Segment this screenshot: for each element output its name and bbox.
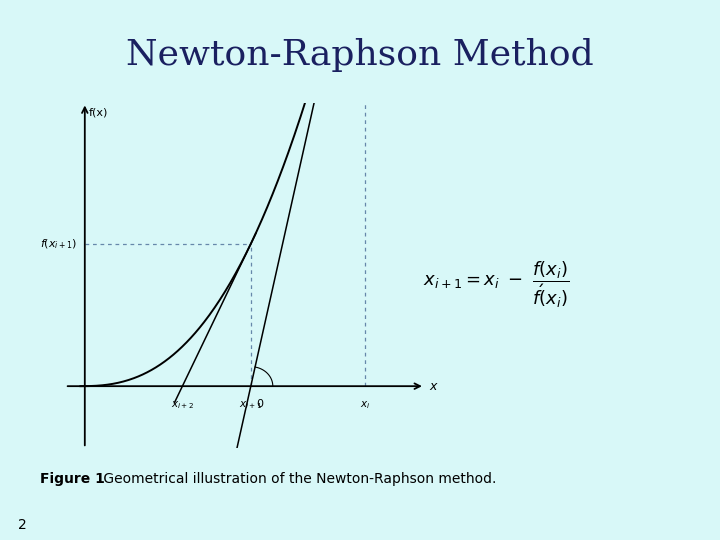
Text: Newton-Raphson Method: Newton-Raphson Method bbox=[126, 38, 594, 72]
Text: 2: 2 bbox=[18, 518, 27, 532]
Text: 0: 0 bbox=[256, 400, 263, 409]
Text: $f(x_{i+1})$: $f(x_{i+1})$ bbox=[40, 237, 77, 251]
Text: $x_{i+1}$: $x_{i+1}$ bbox=[239, 400, 263, 411]
Text: Geometrical illustration of the Newton-Raphson method.: Geometrical illustration of the Newton-R… bbox=[99, 472, 496, 487]
Text: x: x bbox=[430, 380, 437, 393]
Text: $x_{i+2}$: $x_{i+2}$ bbox=[171, 400, 194, 411]
Text: f(x): f(x) bbox=[89, 107, 108, 117]
Text: $x_i$: $x_i$ bbox=[359, 400, 370, 411]
Text: Figure 1: Figure 1 bbox=[40, 472, 104, 487]
Text: $x_{i+1} = x_i\ -\ \dfrac{f(x_i)}{f\'(x_i)}$: $x_{i+1} = x_i\ -\ \dfrac{f(x_i)}{f\'(x_… bbox=[423, 260, 570, 310]
